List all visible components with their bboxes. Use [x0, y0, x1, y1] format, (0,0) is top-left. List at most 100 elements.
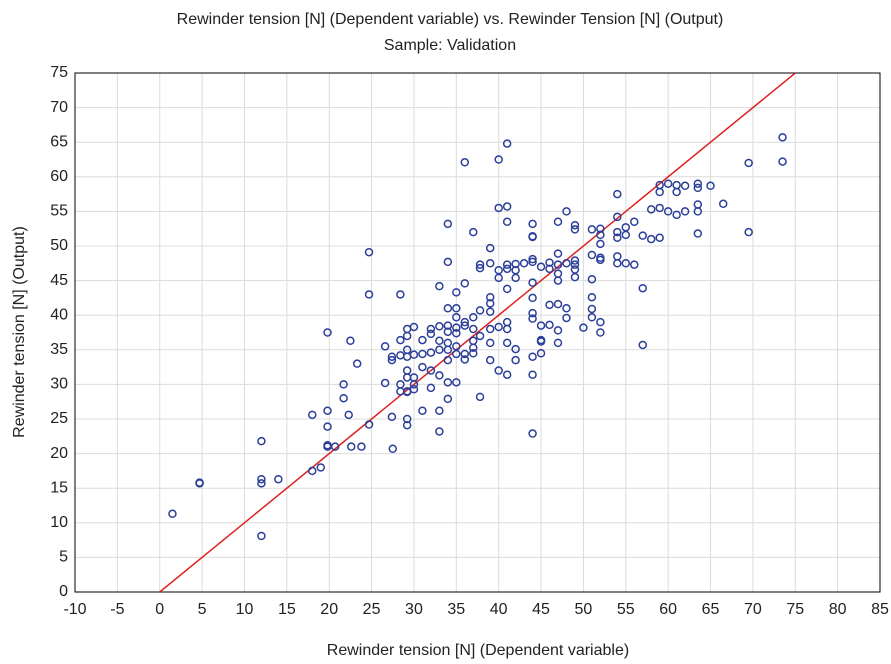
data-point: [693, 207, 703, 216]
data-point: [613, 252, 622, 261]
data-point: [435, 322, 444, 331]
data-point: [693, 179, 703, 188]
data-point: [485, 307, 495, 316]
data-point: [680, 181, 690, 191]
data-point: [613, 212, 622, 222]
data-point: [528, 293, 537, 303]
data-point: [528, 352, 537, 361]
data-point: [339, 393, 348, 403]
x-tick-label: 50: [575, 601, 593, 618]
x-tick-label: 85: [871, 601, 889, 618]
data-point: [587, 292, 597, 302]
data-point: [396, 351, 405, 360]
x-tick-label: 35: [447, 601, 465, 618]
data-point: [596, 230, 605, 240]
data-point: [502, 139, 512, 148]
data-point: [485, 355, 495, 365]
data-point: [570, 225, 580, 234]
data-point: [528, 429, 537, 438]
data-point: [435, 336, 444, 346]
data-point: [638, 340, 647, 350]
data-point: [519, 259, 529, 268]
x-tick-label: 5: [198, 601, 207, 618]
data-point: [452, 288, 461, 297]
data-point: [402, 324, 412, 334]
data-point: [469, 349, 478, 358]
data-point: [613, 233, 622, 242]
x-tick-label: 70: [744, 601, 762, 618]
data-point: [475, 263, 485, 273]
data-point: [460, 317, 470, 327]
data-point: [545, 264, 554, 274]
data-point: [195, 478, 204, 487]
data-point: [655, 203, 664, 213]
y-tick-label: 10: [50, 514, 68, 531]
data-point: [435, 427, 444, 436]
data-point: [426, 348, 436, 357]
data-point: [570, 220, 580, 230]
data-point: [663, 179, 673, 188]
y-tick-label: 15: [50, 479, 68, 496]
data-point: [435, 371, 444, 380]
data-point: [553, 260, 563, 269]
data-point: [630, 260, 639, 269]
data-point: [502, 324, 512, 334]
data-point: [562, 259, 571, 268]
data-point: [536, 262, 546, 272]
data-point: [511, 355, 520, 365]
data-point: [387, 352, 397, 361]
data-point: [402, 331, 412, 341]
data-point: [494, 273, 503, 283]
chart-title: Rewinder tension [N] (Dependent variable…: [177, 11, 724, 28]
data-point: [655, 187, 664, 197]
data-point: [469, 313, 478, 322]
data-point: [323, 406, 332, 415]
data-point: [396, 290, 405, 299]
data-point: [443, 394, 453, 404]
plot-frame: [74, 72, 881, 593]
data-point: [630, 217, 639, 227]
data-point: [409, 322, 419, 332]
data-point: [536, 321, 546, 330]
x-tick-label: 60: [659, 601, 677, 618]
data-point: [380, 342, 390, 351]
data-point: [168, 509, 177, 519]
data-point: [452, 304, 461, 313]
data-point: [545, 258, 554, 267]
data-point: [346, 336, 355, 346]
data-point: [528, 232, 537, 242]
data-point: [443, 345, 453, 355]
data-point: [387, 412, 397, 422]
data-point: [570, 265, 580, 274]
data-point: [672, 187, 681, 197]
data-point: [380, 378, 390, 388]
data-point: [316, 463, 325, 472]
data-point: [646, 205, 656, 214]
data-point: [587, 274, 597, 284]
y-tick-label: 70: [50, 99, 68, 116]
data-point: [364, 247, 374, 257]
data-point: [502, 338, 512, 348]
data-point: [536, 337, 546, 346]
data-point: [443, 219, 453, 229]
data-point: [257, 474, 266, 484]
data-point: [452, 313, 461, 322]
y-tick-label: 25: [50, 410, 68, 427]
data-point: [672, 210, 681, 220]
x-tick-label: 80: [829, 601, 847, 618]
data-point: [357, 442, 366, 451]
data-point: [402, 352, 412, 361]
data-point: [693, 229, 703, 238]
data-point: [596, 328, 605, 337]
y-tick-label: 40: [50, 306, 68, 323]
data-point: [511, 344, 520, 354]
reference-line: [159, 73, 796, 592]
data-point: [553, 338, 563, 348]
data-point: [308, 466, 317, 476]
x-tick-label: 20: [320, 601, 338, 618]
data-point: [596, 317, 605, 327]
data-point: [485, 338, 495, 348]
y-tick-label: 45: [50, 272, 68, 289]
data-point: [485, 292, 495, 302]
